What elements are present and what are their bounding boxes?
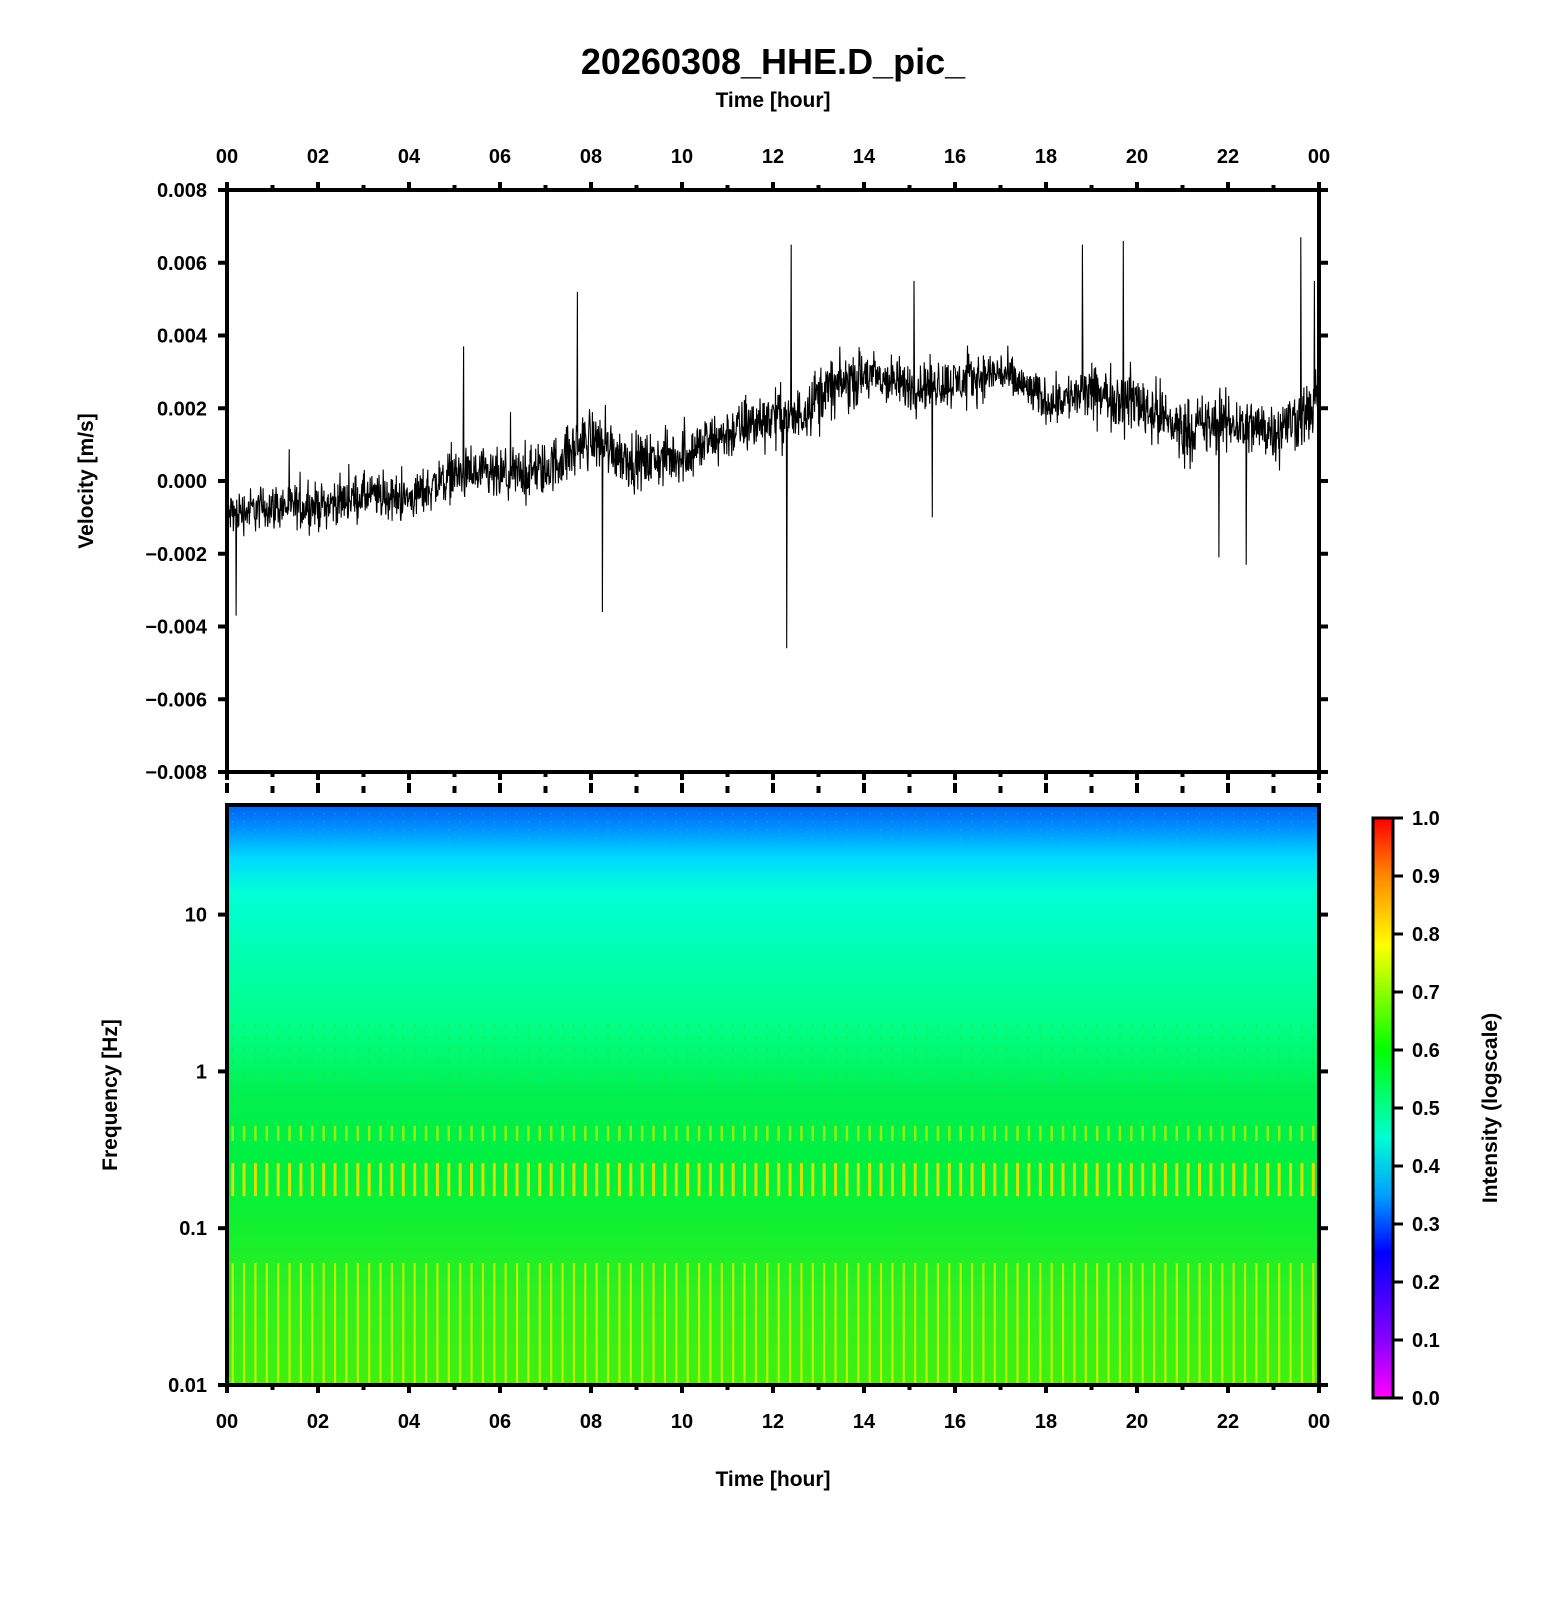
waveform-y-tick-label: 0.000 — [157, 471, 207, 493]
waveform-plot-area — [227, 190, 1319, 772]
waveform-y-tick-label: 0.008 — [157, 180, 207, 202]
top-x-tick-label: 06 — [489, 146, 511, 168]
bottom-x-tick-label: 10 — [671, 1411, 693, 1433]
waveform-y-tick-label: −0.004 — [145, 617, 208, 639]
bottom-x-tick-label: 00 — [1308, 1411, 1330, 1433]
colorbar-tick-label: 0.9 — [1412, 866, 1440, 888]
top-x-tick-label: 08 — [580, 146, 602, 168]
chart-title: 20260308_HHE.D_pic_ — [581, 41, 966, 82]
bottom-x-axis-label: Time [hour] — [715, 1468, 830, 1491]
bottom-x-tick-label: 14 — [853, 1411, 876, 1433]
bottom-x-tick-label: 06 — [489, 1411, 511, 1433]
spectrogram-y-tick-label: 0.01 — [168, 1375, 207, 1397]
colorbar-tick-label: 0.8 — [1412, 924, 1440, 946]
bottom-x-tick-label: 02 — [307, 1411, 329, 1433]
bottom-x-tick-label: 08 — [580, 1411, 602, 1433]
waveform-panel: 00 02 04 06 08 10 12 14 16 18 20 22 00 0.008 0.006 0.00… — [75, 146, 1330, 784]
waveform-trace-group — [227, 237, 1319, 649]
colorbar-gradient — [1373, 818, 1393, 1398]
top-x-tick-label: 18 — [1035, 146, 1057, 168]
top-x-tick-label: 22 — [1217, 146, 1239, 168]
waveform-y-tick-label: −0.006 — [145, 689, 207, 711]
spectrogram-y-tick-label: 0.1 — [179, 1218, 207, 1240]
spectrogram-y-axis-label: Frequency [Hz] — [99, 1019, 122, 1171]
top-x-axis-label: Time [hour] — [715, 89, 830, 112]
top-x-tick-label: 12 — [762, 146, 784, 168]
spectrogram-y-tick-label: 1 — [196, 1061, 207, 1083]
colorbar-tick-label: 0.1 — [1412, 1330, 1440, 1352]
colorbar-tick-label: 0.7 — [1412, 982, 1440, 1004]
bottom-x-tick-label: 18 — [1035, 1411, 1057, 1433]
waveform-y-tick-label: 0.006 — [157, 253, 207, 275]
colorbar-tick-label: 0.5 — [1412, 1098, 1440, 1120]
spectrogram-ticks: 00 02 04 06 08 10 12 14 16 18 20 22 00 10 1 0.1 0.01 — [168, 783, 1330, 1433]
colorbar-tick-label: 0.2 — [1412, 1272, 1440, 1294]
bottom-x-tick-label: 22 — [1217, 1411, 1239, 1433]
top-x-tick-label: 16 — [944, 146, 966, 168]
waveform-trace — [227, 237, 1319, 649]
bottom-x-tick-label: 00 — [216, 1411, 238, 1433]
waveform-y-axis-label: Velocity [m/s] — [75, 413, 98, 548]
waveform-y-tick-label: −0.008 — [145, 762, 207, 784]
colorbar-tick-label: 0.3 — [1412, 1214, 1440, 1236]
top-x-tick-label: 04 — [398, 146, 421, 168]
bottom-x-tick-label: 04 — [398, 1411, 421, 1433]
spectrogram-background — [227, 805, 1319, 1385]
colorbar-label: Intensity (logscale) — [1479, 1013, 1502, 1203]
colorbar: 1.0 0.9 0.8 0.7 0.6 0.5 0.4 0.3 0.2 0.1 0.0 Intens… — [1371, 808, 1502, 1410]
waveform-y-tick-label: 0.002 — [157, 398, 207, 420]
colorbar-ticks: 1.0 0.9 0.8 0.7 0.6 0.5 0.4 0.3 0.2 0.1 0.0 — [1393, 808, 1441, 1410]
bottom-x-tick-label: 20 — [1126, 1411, 1148, 1433]
spectrogram-stripes — [231, 805, 1315, 1385]
bottom-x-tick-label: 16 — [944, 1411, 966, 1433]
colorbar-tick-label: 0.0 — [1412, 1388, 1440, 1410]
spectrogram-panel: 00 02 04 06 08 10 12 14 16 18 20 22 00 10 1 0.1 0.01 Fre… — [99, 783, 1330, 1491]
waveform-ticks: 00 02 04 06 08 10 12 14 16 18 20 22 00 0.008 0.006 0.00… — [145, 146, 1330, 784]
top-x-tick-label: 20 — [1126, 146, 1148, 168]
waveform-y-tick-label: −0.002 — [145, 544, 207, 566]
top-x-tick-label: 14 — [853, 146, 876, 168]
top-x-tick-label: 02 — [307, 146, 329, 168]
colorbar-tick-label: 0.6 — [1412, 1040, 1440, 1062]
colorbar-tick-label: 0.4 — [1412, 1156, 1441, 1178]
waveform-y-tick-label: 0.004 — [157, 326, 208, 348]
top-x-tick-label: 00 — [1308, 146, 1330, 168]
waveform-frame — [225, 188, 1321, 774]
top-x-tick-label: 10 — [671, 146, 693, 168]
spectrogram-y-tick-label: 10 — [185, 905, 207, 927]
bottom-x-tick-label: 12 — [762, 1411, 784, 1433]
top-x-tick-label: 00 — [216, 146, 238, 168]
colorbar-tick-label: 1.0 — [1412, 808, 1440, 830]
spectrogram-frame — [225, 803, 1321, 1387]
